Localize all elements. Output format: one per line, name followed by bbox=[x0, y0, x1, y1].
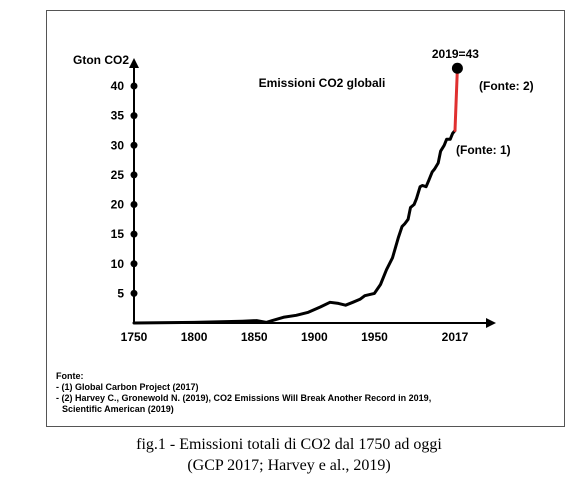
notes-line-3: Scientific American (2019) bbox=[62, 404, 174, 414]
x-tick-label: 1800 bbox=[181, 330, 208, 344]
chart-labels: Gton CO2 Emissioni CO2 globali 2019=43 (Fon… bbox=[73, 47, 534, 157]
data-point-2019 bbox=[451, 62, 463, 74]
x-tick-label: 1900 bbox=[301, 330, 328, 344]
y-tick-dot bbox=[130, 201, 138, 208]
y-tick-label: 5 bbox=[117, 286, 124, 300]
y-tick-dot bbox=[130, 260, 138, 268]
y-tick-dot bbox=[130, 230, 138, 238]
sources-notes: Fonte: - (1) Global Carbon Project (2017… bbox=[56, 371, 536, 415]
y-tick-label: 15 bbox=[111, 227, 125, 241]
figure-caption-line-1: fig.1 - Emissioni totali di CO2 dal 1750… bbox=[136, 436, 442, 453]
y-axis-ticks: 5 10 15 20 25 30 35 40 bbox=[111, 79, 138, 300]
y-tick-label: 30 bbox=[111, 138, 125, 152]
x-axis-arrow bbox=[486, 318, 496, 328]
y-tick-label: 25 bbox=[111, 168, 125, 182]
y-axis-arrow bbox=[129, 58, 139, 68]
chart-title: Emissioni CO2 globali bbox=[259, 76, 386, 90]
x-tick-label: 1750 bbox=[121, 330, 148, 344]
source-1-annotation: (Fonte: 1) bbox=[456, 143, 511, 157]
x-tick-label: 1950 bbox=[361, 330, 388, 344]
chart-axes bbox=[129, 58, 496, 328]
y-tick-label: 40 bbox=[111, 79, 125, 93]
y-tick-label: 35 bbox=[111, 109, 125, 123]
point-label-2019: 2019=43 bbox=[432, 47, 479, 61]
notes-line-2: - (2) Harvey C., Gronewold N. (2019), CO… bbox=[56, 393, 432, 403]
x-tick-label: 2017 bbox=[442, 330, 469, 344]
y-tick-dot bbox=[130, 171, 138, 179]
y-tick-dot bbox=[130, 82, 138, 90]
figure-frame bbox=[46, 10, 565, 427]
y-tick-label: 20 bbox=[111, 198, 125, 212]
y-tick-dot bbox=[130, 141, 138, 149]
notes-heading: Fonte: bbox=[56, 371, 84, 381]
x-axis-ticks: 1750 1800 1850 1900 1950 2017 bbox=[121, 330, 469, 344]
y-tick-label: 10 bbox=[111, 257, 125, 271]
y-tick-dot bbox=[130, 289, 138, 297]
emissions-line-2019 bbox=[453, 66, 459, 132]
notes-line-1: - (1) Global Carbon Project (2017) bbox=[56, 382, 199, 392]
figure-caption-line-2: (GCP 2017; Harvey e al., 2019) bbox=[187, 457, 391, 474]
y-axis-title: Gton CO2 bbox=[73, 53, 129, 67]
x-tick-label: 1850 bbox=[241, 330, 268, 344]
chart-series bbox=[132, 62, 463, 325]
emissions-line-gcp bbox=[132, 128, 457, 325]
source-2-annotation: (Fonte: 2) bbox=[479, 79, 534, 93]
y-tick-dot bbox=[130, 112, 138, 120]
